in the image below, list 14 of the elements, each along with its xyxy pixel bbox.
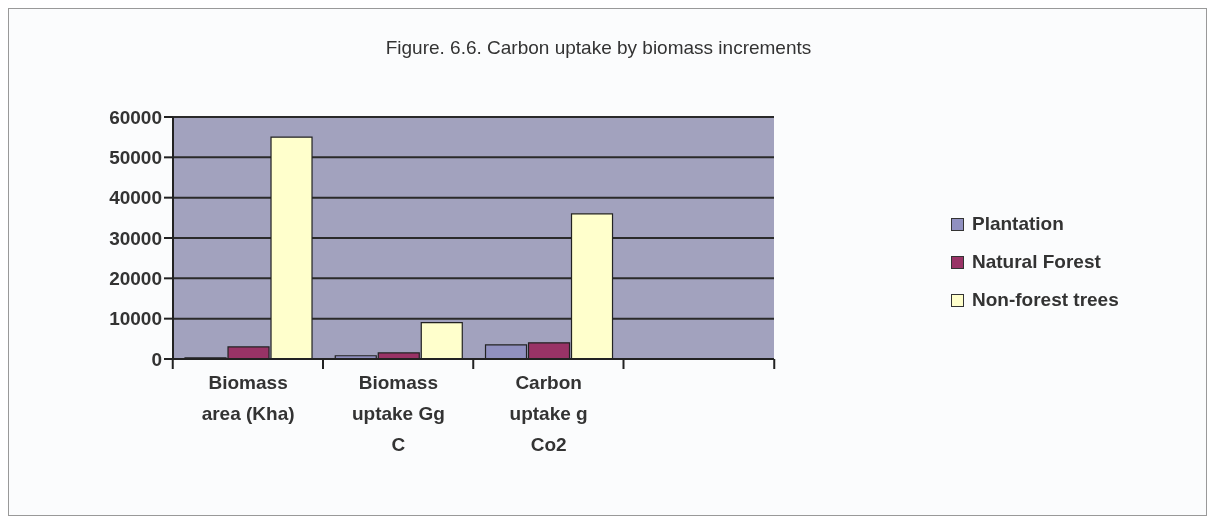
y-tick-label: 30000: [109, 227, 162, 249]
x-tick-label: Biomass area (Kha): [201, 372, 295, 424]
y-tick-label: 60000: [109, 106, 162, 128]
y-tick-label: 0: [151, 348, 162, 370]
y-tick-label: 20000: [109, 268, 162, 290]
y-tick-label: 10000: [109, 308, 162, 330]
x-tick-label: Biomass uptake Gg C: [351, 372, 445, 455]
x-tick-label: Carbon uptake g Co2: [509, 372, 588, 455]
y-tick-label: 40000: [109, 187, 162, 209]
legend-label: Plantation: [972, 213, 1064, 235]
y-tick-label: 50000: [109, 147, 162, 169]
legend-label: Non-forest trees: [972, 289, 1119, 311]
legend-label: Natural Forest: [972, 251, 1101, 273]
chart-title: Figure. 6.6. Carbon uptake by biomass increments: [384, 37, 813, 59]
